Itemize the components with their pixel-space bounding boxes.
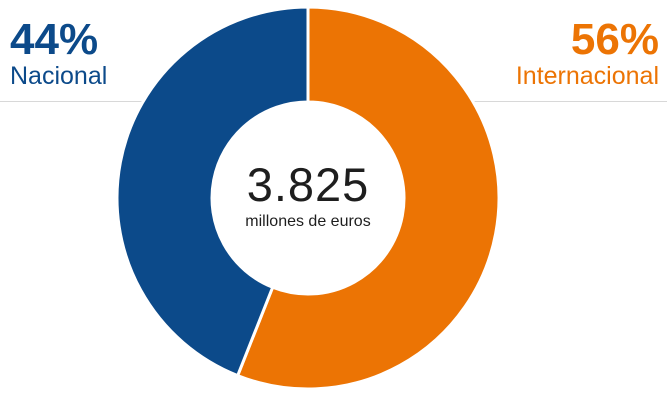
legend-internacional-label: Internacional xyxy=(515,62,659,90)
legend-internacional-percent: 56% xyxy=(570,15,659,64)
legend-nacional-percent: 44% xyxy=(10,15,99,64)
donut-slice-internacional xyxy=(235,5,501,391)
legend-internacional: 56% Internacional xyxy=(459,15,659,91)
legend-nacional-label: Nacional xyxy=(10,62,108,90)
total-value: 3.825 xyxy=(246,158,370,211)
donut-center: 3.825 millones de euros xyxy=(238,160,378,232)
donut-slice-nacional xyxy=(115,5,310,378)
legend-divider-left xyxy=(0,101,200,102)
legend-divider-right xyxy=(452,101,667,102)
legend-nacional: 44% Nacional xyxy=(10,15,160,91)
donut-slices xyxy=(115,5,501,391)
total-unit: millones de euros xyxy=(245,213,371,230)
